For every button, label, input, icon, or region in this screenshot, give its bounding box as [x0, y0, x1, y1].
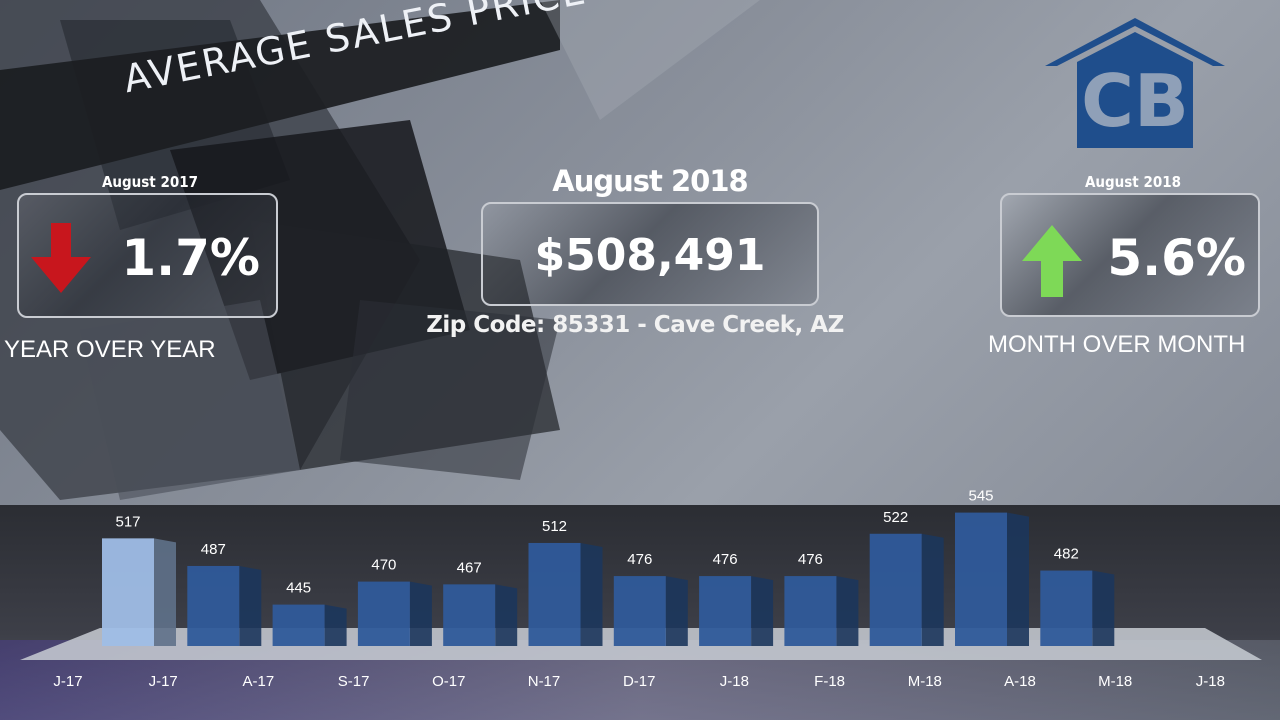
data-label: 512: [542, 518, 567, 535]
yoy-value: 1.7%: [121, 229, 260, 287]
bar-side: [580, 542, 603, 646]
yoy-stat-box: 1.7%: [17, 193, 278, 318]
bar-side: [1007, 512, 1029, 646]
data-label: 476: [798, 551, 823, 568]
current-price-box: $508,491: [481, 202, 819, 306]
bar: [1040, 570, 1093, 646]
current-period-title: August 2018: [552, 164, 748, 198]
bar: [357, 581, 410, 646]
price-bar-chart: 517 487 445 470 467 512 476 476 476 522 545 482 J-17…: [53, 488, 1225, 690]
x-tick-label: D-17: [623, 673, 656, 690]
x-tick-label: O-17: [432, 673, 465, 690]
mom-period-label: August 2018: [1084, 173, 1182, 191]
bar: [187, 565, 240, 646]
bar-side: [495, 584, 518, 646]
bar: [784, 576, 837, 646]
bar-side: [1092, 570, 1115, 646]
x-tick-label: S-17: [338, 673, 370, 690]
x-tick-label: J-18: [1196, 673, 1225, 690]
zip-code-label: Zip Code: 85331 - Cave Creek, AZ: [426, 312, 844, 338]
current-price: $508,491: [534, 230, 766, 281]
data-label: 522: [883, 509, 908, 526]
x-tick-label: J-17: [53, 673, 82, 690]
x-tick-label: M-18: [908, 673, 942, 690]
bar: [613, 576, 666, 646]
bar-side: [751, 576, 774, 646]
data-label: 476: [627, 551, 652, 568]
bar-side: [921, 533, 944, 646]
x-tick-label: A-17: [243, 673, 275, 690]
bar: [869, 533, 922, 646]
bar-side: [409, 581, 432, 646]
x-tick-label: J-18: [720, 673, 749, 690]
bar: [443, 584, 496, 646]
bar-side: [665, 576, 688, 646]
data-label: 470: [371, 557, 396, 574]
mom-stat-box: 5.6%: [1000, 193, 1260, 317]
data-label: 476: [713, 551, 738, 568]
svg-text:CB: CB: [1081, 59, 1189, 143]
yoy-period-label: August 2017: [101, 173, 199, 191]
bar: [955, 512, 1007, 646]
bar: [272, 604, 325, 646]
data-label: 517: [115, 513, 140, 530]
data-label: 445: [286, 580, 311, 597]
data-label: 545: [968, 488, 993, 505]
bar: [699, 576, 752, 646]
bar-side: [154, 538, 176, 646]
x-tick-label: N-17: [528, 673, 561, 690]
data-label: 487: [201, 541, 226, 558]
x-tick-label: F-18: [814, 673, 845, 690]
bar-side: [836, 576, 859, 646]
mom-caption: MONTH OVER MONTH: [988, 331, 1246, 358]
x-tick-label: A-18: [1004, 673, 1036, 690]
bar: [102, 538, 154, 646]
bar-side: [324, 604, 347, 646]
data-label: 482: [1054, 546, 1079, 563]
bar-side: [239, 565, 262, 646]
mom-value: 5.6%: [1107, 229, 1246, 287]
up-arrow-icon: [1022, 225, 1082, 297]
yoy-caption: YEAR OVER YEAR: [4, 336, 216, 363]
x-tick-label: J-17: [149, 673, 178, 690]
down-arrow-icon: [31, 223, 91, 293]
x-tick-label: M-18: [1098, 673, 1132, 690]
bar: [528, 542, 581, 646]
data-label: 467: [457, 559, 482, 576]
house-logo-icon: CB: [1045, 18, 1225, 148]
